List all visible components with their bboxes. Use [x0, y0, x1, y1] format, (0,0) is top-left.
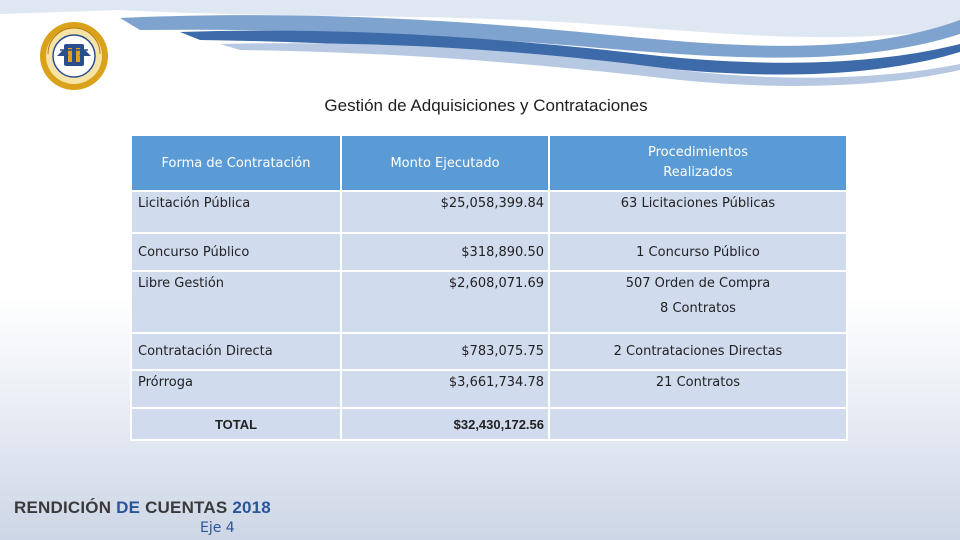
table-row: Libre Gestión $2,608,071.69 507 Orden de…: [130, 270, 848, 334]
cell-forma: Concurso Público: [130, 232, 342, 272]
cell-monto: $2,608,071.69: [340, 270, 550, 334]
cell-monto: $3,661,734.78: [340, 369, 550, 409]
footer-eje-label: Eje 4: [200, 520, 235, 536]
cell-forma: Licitación Pública: [130, 190, 342, 234]
table-row: Concurso Público $318,890.50 1 Concurso …: [130, 232, 848, 272]
cell-monto: $783,075.75: [340, 332, 550, 371]
header-monto: Monto Ejecutado: [340, 134, 550, 192]
organo-judicial-seal-icon: [40, 22, 108, 90]
total-monto: $32,430,172.56: [340, 407, 550, 441]
cell-procedimientos: 1 Concurso Público: [548, 232, 848, 272]
proc-line-1: 507 Orden de Compra: [625, 276, 771, 291]
total-empty-cell: [548, 407, 848, 441]
cell-procedimientos: 21 Contratos: [548, 369, 848, 409]
proc-line-2: 8 Contratos: [660, 301, 736, 316]
title-card-background: [130, 86, 842, 132]
header-procedimientos: Procedimientos Realizados: [548, 134, 848, 192]
cell-procedimientos: 507 Orden de Compra 8 Contratos: [548, 270, 848, 334]
total-row: TOTAL $32,430,172.56: [130, 407, 848, 441]
footer-brand: RENDICIÓN DE CUENTAS 2018: [14, 498, 271, 517]
cell-procedimientos: 63 Licitaciones Públicas: [548, 190, 848, 234]
cell-procedimientos: 2 Contrataciones Directas: [548, 332, 848, 371]
cell-monto: $318,890.50: [340, 232, 550, 272]
cell-forma: Prórroga: [130, 369, 342, 409]
cell-forma: Libre Gestión: [130, 270, 342, 334]
cell-forma: Contratación Directa: [130, 332, 342, 371]
table-row: Contratación Directa $783,075.75 2 Contr…: [130, 332, 848, 371]
header-forma: Forma de Contratación: [130, 134, 342, 192]
top-wave-decoration: [0, 0, 960, 86]
page-title: Gestión de Adquisiciones y Contratacione…: [324, 96, 648, 115]
table-row: Prórroga $3,661,734.78 21 Contratos: [130, 369, 848, 409]
table-header-row: Forma de Contratación Monto Ejecutado Pr…: [130, 134, 848, 192]
cell-monto: $25,058,399.84: [340, 190, 550, 234]
table-row: Licitación Pública $25,058,399.84 63 Lic…: [130, 190, 848, 234]
procurement-table: Forma de Contratación Monto Ejecutado Pr…: [130, 134, 848, 441]
total-label: TOTAL: [130, 407, 342, 441]
